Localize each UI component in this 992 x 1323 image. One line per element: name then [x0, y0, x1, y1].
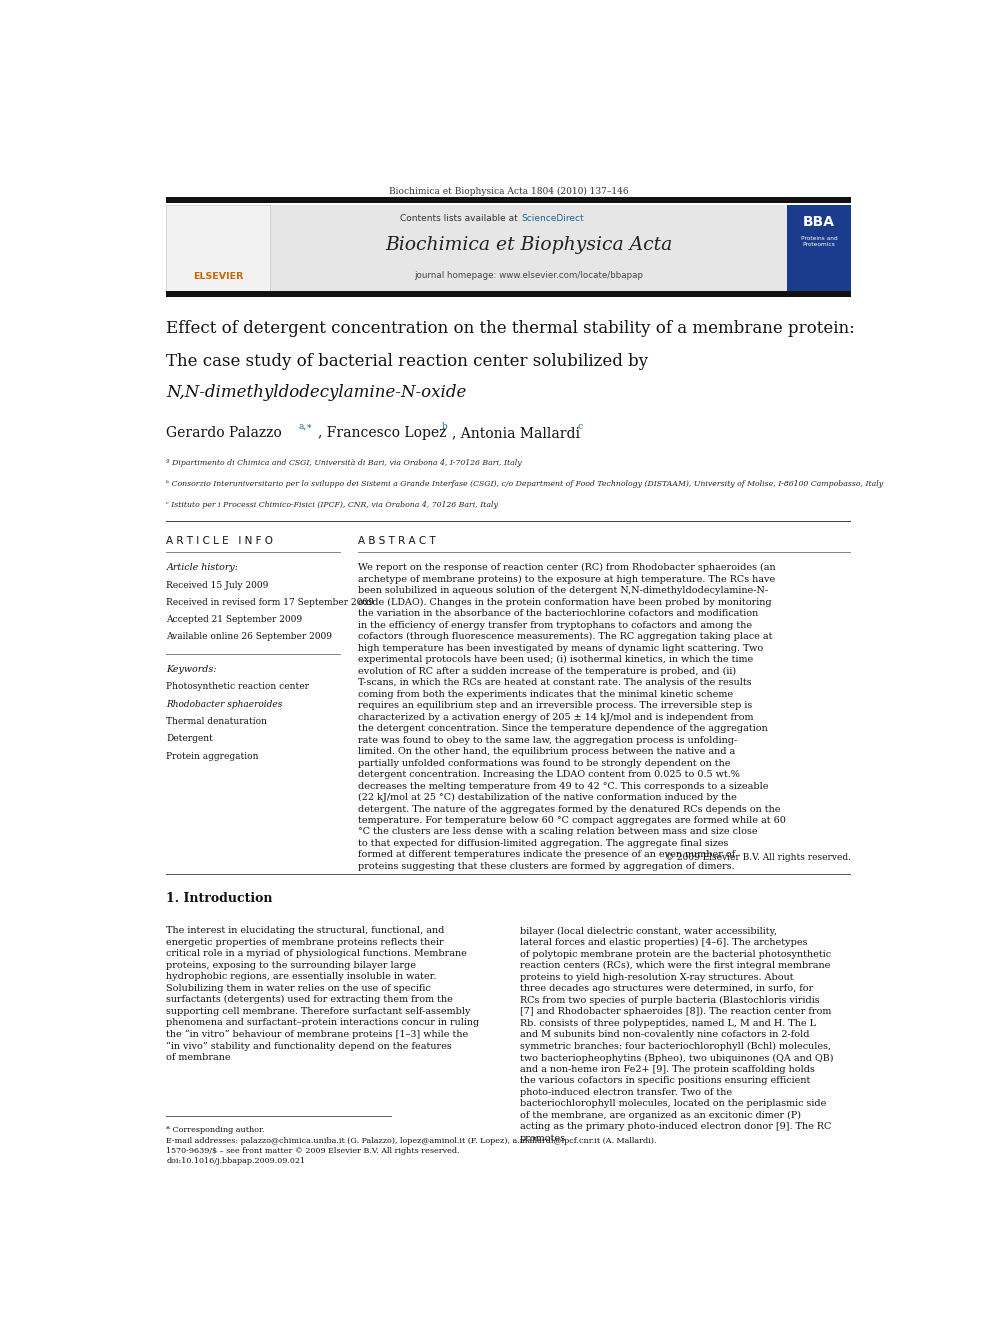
- Text: , Antonia Mallardi: , Antonia Mallardi: [452, 426, 580, 441]
- Text: The case study of bacterial reaction center solubilized by: The case study of bacterial reaction cen…: [167, 353, 649, 370]
- Text: Detergent: Detergent: [167, 734, 213, 744]
- Text: E-mail addresses: palazzo@chimica.uniba.it (G. Palazzo), lopez@aminol.it (F. Lop: E-mail addresses: palazzo@chimica.uniba.…: [167, 1136, 657, 1144]
- Text: ELSEVIER: ELSEVIER: [193, 273, 243, 280]
- Bar: [167, 197, 850, 204]
- Text: The interest in elucidating the structural, functional, and
energetic properties: The interest in elucidating the structur…: [167, 926, 479, 1062]
- Text: Gerardo Palazzo: Gerardo Palazzo: [167, 426, 282, 441]
- Text: 1570-9639/$ – see front matter © 2009 Elsevier B.V. All rights reserved.: 1570-9639/$ – see front matter © 2009 El…: [167, 1147, 459, 1155]
- Text: Received 15 July 2009: Received 15 July 2009: [167, 581, 269, 590]
- Text: ᵇ Consorzio Interuniversitario per lo sviluppo dei Sistemi a Grande Interfase (C: ᵇ Consorzio Interuniversitario per lo sv…: [167, 480, 884, 488]
- Bar: [167, 521, 850, 523]
- Bar: [167, 873, 850, 875]
- Text: c: c: [577, 422, 582, 431]
- Text: Biochimica et Biophysica Acta 1804 (2010) 137–146: Biochimica et Biophysica Acta 1804 (2010…: [389, 187, 628, 196]
- Text: Article history:: Article history:: [167, 564, 238, 572]
- Text: doi:10.1016/j.bbapap.2009.09.021: doi:10.1016/j.bbapap.2009.09.021: [167, 1158, 306, 1166]
- Text: ᶜ Istituto per i Processi Chimico-Fisici (IPCF), CNR, via Orabona 4, 70126 Bari,: ᶜ Istituto per i Processi Chimico-Fisici…: [167, 500, 498, 508]
- Text: © 2009 Elsevier B.V. All rights reserved.: © 2009 Elsevier B.V. All rights reserved…: [665, 853, 850, 863]
- Bar: [167, 291, 850, 298]
- Text: N,N-dimethyldodecylamine-N-oxide: N,N-dimethyldodecylamine-N-oxide: [167, 385, 466, 401]
- Text: Proteins and
Proteomics: Proteins and Proteomics: [801, 235, 837, 247]
- Text: Contents lists available at: Contents lists available at: [401, 214, 521, 224]
- Text: Photosynthetic reaction center: Photosynthetic reaction center: [167, 683, 310, 692]
- Text: Thermal denaturation: Thermal denaturation: [167, 717, 267, 726]
- Text: Rhodobacter sphaeroides: Rhodobacter sphaeroides: [167, 700, 283, 709]
- Text: Protein aggregation: Protein aggregation: [167, 751, 259, 761]
- Text: bilayer (local dielectric constant, water accessibility,
lateral forces and elas: bilayer (local dielectric constant, wate…: [520, 926, 833, 1143]
- Text: Keywords:: Keywords:: [167, 664, 217, 673]
- Text: Accepted 21 September 2009: Accepted 21 September 2009: [167, 615, 303, 623]
- Text: ª Dipartimento di Chimica and CSGI, Università di Bari, via Orabona 4, I-70126 B: ª Dipartimento di Chimica and CSGI, Univ…: [167, 459, 522, 467]
- Text: We report on the response of reaction center (RC) from Rhodobacter sphaeroides (: We report on the response of reaction ce…: [358, 564, 786, 871]
- Text: , Francesco Lopez: , Francesco Lopez: [317, 426, 446, 441]
- Text: ScienceDirect: ScienceDirect: [521, 214, 583, 224]
- Text: Received in revised form 17 September 2009: Received in revised form 17 September 20…: [167, 598, 374, 607]
- Text: journal homepage: www.elsevier.com/locate/bbapap: journal homepage: www.elsevier.com/locat…: [415, 270, 643, 279]
- Text: Available online 26 September 2009: Available online 26 September 2009: [167, 631, 332, 640]
- Text: b: b: [441, 422, 447, 431]
- Text: A B S T R A C T: A B S T R A C T: [358, 536, 435, 546]
- Text: A R T I C L E   I N F O: A R T I C L E I N F O: [167, 536, 273, 546]
- Text: Effect of detergent concentration on the thermal stability of a membrane protein: Effect of detergent concentration on the…: [167, 320, 855, 337]
- Text: a,∗: a,∗: [299, 422, 312, 431]
- Text: BBA: BBA: [803, 214, 835, 229]
- Bar: [167, 205, 270, 292]
- Text: * Corresponding author.: * Corresponding author.: [167, 1126, 265, 1134]
- Text: 1. Introduction: 1. Introduction: [167, 892, 273, 905]
- Text: Biochimica et Biophysica Acta: Biochimica et Biophysica Acta: [385, 235, 673, 254]
- Bar: [788, 205, 850, 292]
- Bar: [270, 205, 788, 292]
